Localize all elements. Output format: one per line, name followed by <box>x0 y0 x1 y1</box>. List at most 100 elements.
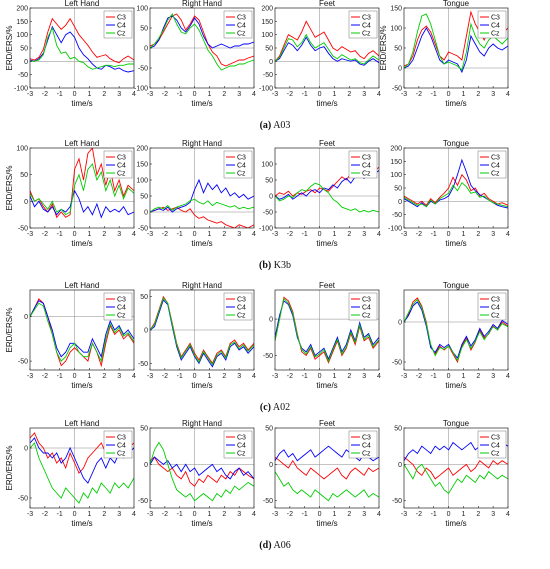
panel-title: Feet <box>319 0 336 8</box>
x-tick-label: 2 <box>102 231 106 238</box>
chart-panel-3: Tongue -3 -2 -1 0 1 2 3 4 -50 0 50 100 150 time/s ERD/E… <box>379 0 510 108</box>
x-tick-label: 3 <box>237 373 241 380</box>
series-line-c4 <box>30 189 134 219</box>
x-tick-label: 2 <box>102 373 106 380</box>
x-tick-label: 0 <box>447 231 451 238</box>
y-axis-label: ERD/ERS/% <box>5 26 14 71</box>
y-tick-label: 150 <box>136 162 148 169</box>
legend-entry: Cz <box>362 313 371 320</box>
axes-box <box>29 289 135 371</box>
x-tick-label: 0 <box>73 91 77 98</box>
legend-entry: Cz <box>117 313 126 320</box>
x-tick-label: 1 <box>87 511 91 518</box>
x-tick-label: -3 <box>27 231 33 238</box>
x-axis-label: time/s <box>71 381 92 390</box>
x-tick-label: 4 <box>132 91 136 98</box>
x-tick-label: -2 <box>42 91 48 98</box>
series-line-c4 <box>275 445 379 462</box>
series-line-c4 <box>275 300 379 361</box>
y-tick-label: 0 <box>24 59 28 66</box>
y-tick-label: 150 <box>390 6 402 13</box>
legend-entry: Cz <box>237 171 246 178</box>
legend-entry: C3 <box>491 297 500 304</box>
x-tick-label: 3 <box>117 373 121 380</box>
x-axis-label: time/s <box>445 519 466 528</box>
legend-entry: C4 <box>237 23 246 30</box>
x-tick-label: 0 <box>73 231 77 238</box>
legend-entry: Cz <box>117 451 126 458</box>
caption-label: (c) <box>260 402 271 413</box>
series-line-c3 <box>150 13 254 67</box>
x-tick-label: 4 <box>506 511 510 518</box>
legend-entry: Cz <box>237 451 246 458</box>
x-tick-label: 1 <box>207 511 211 518</box>
y-tick-label: 0 <box>269 59 273 66</box>
legend-entry: C4 <box>117 305 126 312</box>
legend-entry: C3 <box>362 155 371 162</box>
y-tick-label: 50 <box>394 186 402 193</box>
legend-entry: C4 <box>237 443 246 450</box>
legend-entry: Cz <box>362 451 371 458</box>
legend-entry: Cz <box>362 171 371 178</box>
y-tick-label: 100 <box>390 26 402 33</box>
chart-panel-1: Right Hand-3 -2 -1 0 1 2 3 4-100-50050100time/s… <box>134 0 256 108</box>
legend-entry: C3 <box>237 155 246 162</box>
legend-entry: C4 <box>491 443 500 450</box>
x-tick-label: 1 <box>332 231 336 238</box>
x-tick-label: 3 <box>491 91 495 98</box>
x-axis-label: time/s <box>316 381 337 390</box>
x-tick-label: 2 <box>347 231 351 238</box>
series-line-cz <box>150 441 254 502</box>
x-tick-label: 0 <box>447 373 451 380</box>
legend-entry: C4 <box>117 163 126 170</box>
x-tick-label: 3 <box>237 231 241 238</box>
y-tick-label: 50 <box>140 194 148 201</box>
x-axis-label: time/s <box>445 239 466 248</box>
panel-title: Left Hand <box>65 0 100 8</box>
x-tick-label: -3 <box>27 511 33 518</box>
x-tick-label: 0 <box>447 91 451 98</box>
legend-entry: C4 <box>117 443 126 450</box>
figure-caption: (a) A03 <box>260 120 291 131</box>
x-tick-label: 3 <box>362 91 366 98</box>
y-tick-label: 0 <box>398 320 402 327</box>
x-tick-label: -3 <box>401 231 407 238</box>
x-tick-label: 4 <box>132 231 136 238</box>
x-tick-label: 2 <box>347 511 351 518</box>
x-tick-label: 4 <box>506 231 510 238</box>
x-tick-label: -1 <box>57 511 63 518</box>
x-tick-label: -3 <box>401 373 407 380</box>
y-tick-label: 50 <box>265 426 273 433</box>
legend-entry: C3 <box>491 155 500 162</box>
series-line-cz <box>30 442 134 504</box>
series-line-c4 <box>150 456 254 480</box>
legend-entry: C3 <box>117 155 126 162</box>
x-tick-label: 2 <box>476 231 480 238</box>
y-tick-label: 0 <box>24 199 28 206</box>
x-tick-label: -2 <box>287 511 293 518</box>
caption-text: A02 <box>271 402 290 413</box>
x-tick-label: 4 <box>252 231 256 238</box>
legend-entry: C3 <box>237 435 246 442</box>
y-tick-label: 0 <box>398 199 402 206</box>
x-tick-label: 2 <box>222 231 226 238</box>
x-tick-label: 4 <box>377 231 381 238</box>
legend-entry: Cz <box>362 31 371 38</box>
series-line-c3 <box>150 206 254 228</box>
x-tick-label: 3 <box>362 373 366 380</box>
axes-box <box>29 427 135 509</box>
x-tick-label: -2 <box>416 511 422 518</box>
chart-panel-4: Left Hand -3 -2 -1 0 1 2 3 4 -50 0 50 100 time/s ERD/E… <box>5 139 136 248</box>
x-tick-label: 4 <box>252 91 256 98</box>
panel-title: Tongue <box>443 0 470 8</box>
